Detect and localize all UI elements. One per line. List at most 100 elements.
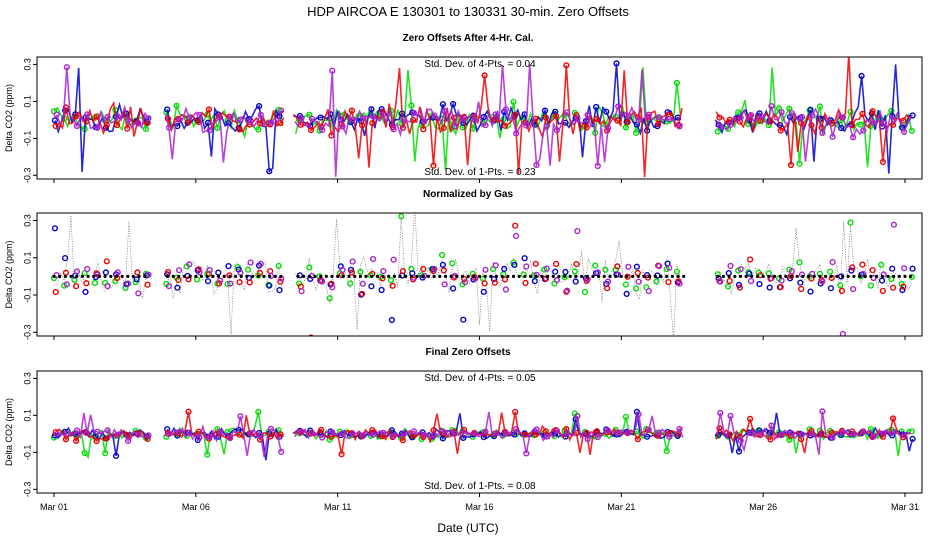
baseline-point — [551, 274, 555, 278]
data-point — [880, 430, 887, 437]
baseline-point — [517, 274, 521, 278]
baseline-point — [597, 274, 601, 278]
series-line — [53, 67, 913, 171]
data-point — [420, 265, 427, 273]
data-point — [623, 290, 630, 298]
data-point — [714, 128, 721, 135]
data-point — [501, 265, 508, 273]
data-point — [625, 429, 632, 436]
data-point — [655, 120, 662, 128]
panel-1: Zero Offsets After 4-Hr. Cal. Delta CO2 (… — [4, 33, 923, 183]
data-point — [676, 280, 683, 287]
data-point — [512, 222, 519, 229]
data-point — [798, 119, 805, 127]
data-point — [410, 109, 418, 117]
baseline-point — [109, 274, 113, 278]
data-point — [594, 162, 601, 170]
data-point — [798, 285, 805, 293]
data-point — [439, 101, 447, 108]
data-point — [837, 282, 844, 289]
data-point — [604, 124, 612, 131]
data-point — [52, 289, 59, 296]
baseline-point — [761, 274, 765, 278]
baseline-point — [177, 274, 181, 278]
baseline-point — [659, 274, 663, 278]
data-point — [665, 279, 672, 286]
data-point — [809, 430, 816, 437]
data-point — [255, 408, 262, 416]
data-point — [216, 277, 224, 284]
panel-title: Final Zero Offsets — [425, 347, 510, 358]
baseline-point — [676, 274, 680, 278]
data-point — [521, 255, 528, 262]
data-point — [860, 127, 867, 134]
data-point — [53, 111, 60, 118]
data-point — [807, 106, 814, 113]
data-point — [491, 279, 498, 286]
baseline-point — [892, 274, 896, 278]
baseline-point — [86, 274, 90, 278]
data-point — [227, 114, 234, 121]
baseline-point — [818, 274, 822, 278]
data-point — [542, 114, 550, 121]
baseline-point — [307, 274, 311, 278]
data-point — [552, 268, 559, 275]
data-point — [236, 279, 243, 286]
data-point — [900, 283, 907, 290]
baseline-point — [642, 274, 646, 278]
data-point — [186, 429, 193, 437]
baseline-point — [449, 274, 453, 278]
data-point — [400, 116, 407, 123]
data-point — [72, 113, 80, 120]
baseline-point — [438, 274, 442, 278]
baseline-point — [63, 274, 67, 278]
baseline-point — [863, 274, 867, 278]
data-point — [308, 429, 316, 436]
data-point — [890, 221, 898, 228]
data-point — [878, 277, 886, 284]
data-point — [357, 268, 364, 276]
data-point — [319, 278, 326, 285]
baseline-point — [415, 274, 419, 278]
data-point — [482, 428, 489, 435]
data-point — [319, 126, 326, 134]
baseline-point — [727, 274, 731, 278]
baseline-point — [897, 274, 901, 278]
data-point — [298, 428, 305, 435]
data-point — [244, 266, 252, 273]
baseline-point — [262, 274, 266, 278]
data-point — [349, 430, 356, 437]
data-point — [276, 287, 283, 294]
data-point — [847, 219, 854, 226]
data-point — [890, 116, 898, 123]
data-point — [879, 433, 887, 440]
baseline-point — [733, 274, 737, 278]
data-point — [410, 428, 418, 435]
data-point — [359, 432, 367, 439]
data-point — [114, 269, 121, 276]
data-point — [122, 284, 129, 292]
data-point — [571, 268, 578, 275]
baseline-point — [636, 274, 640, 278]
baseline-point — [120, 274, 124, 278]
data-point — [512, 408, 519, 416]
data-point — [908, 127, 915, 134]
baseline-point — [251, 274, 255, 278]
data-point — [573, 261, 580, 268]
data-point — [727, 412, 734, 419]
data-point — [308, 115, 316, 122]
data-point — [51, 117, 59, 124]
data-point — [450, 100, 457, 108]
data-point — [574, 413, 581, 420]
data-point — [859, 261, 866, 268]
data-point — [225, 263, 232, 270]
data-point — [196, 111, 203, 119]
data-point — [727, 262, 734, 270]
data-point — [145, 115, 152, 122]
data-point — [860, 428, 867, 435]
x-tick-label: Mar 11 — [324, 502, 351, 512]
data-point — [655, 263, 663, 270]
data-point — [563, 287, 571, 294]
data-point — [563, 109, 571, 116]
data-point — [727, 121, 734, 128]
